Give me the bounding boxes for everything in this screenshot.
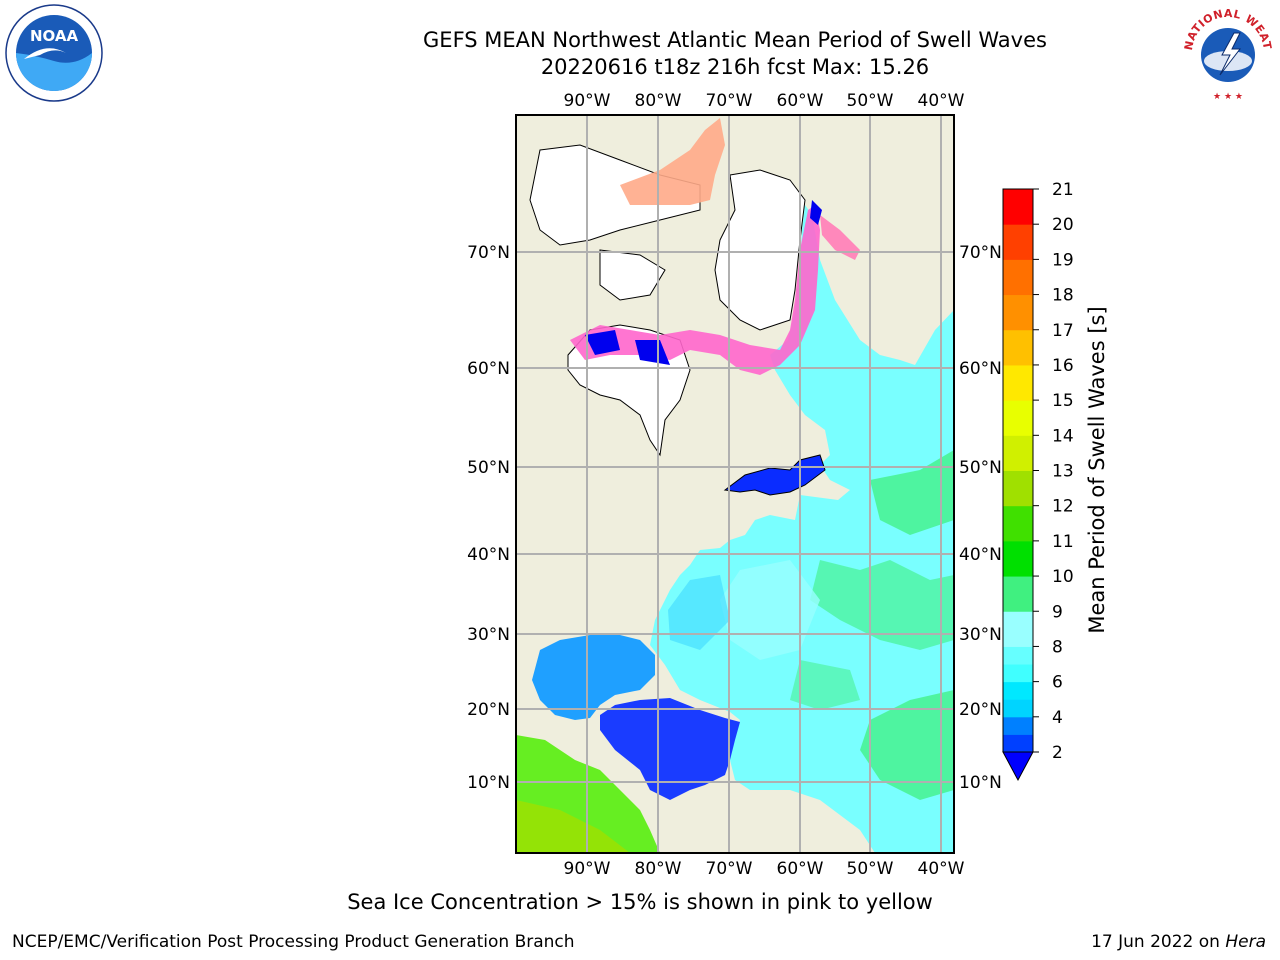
sea-ice-note: Sea Ice Concentration > 15% is shown in …: [347, 890, 933, 914]
lon-label: 50°W: [847, 91, 894, 111]
colorbar-bin: [1003, 646, 1033, 665]
colorbar-bin: [1003, 329, 1033, 366]
lat-label: 40°N: [959, 545, 1002, 565]
colorbar-bin: [1003, 364, 1033, 401]
colorbar-tick-label: 14: [1052, 426, 1074, 446]
lon-label: 90°W: [564, 91, 611, 111]
lon-labels-top: 90°W 80°W 70°W 60°W 50°W 40°W: [564, 91, 965, 111]
lat-label: 20°N: [959, 700, 1002, 720]
lon-label: 90°W: [564, 859, 611, 879]
colorbar-bin: [1003, 294, 1033, 331]
colorbar-bin: [1003, 505, 1033, 542]
colorbar-bin: [1003, 611, 1033, 647]
noaa-logo-text: NOAA: [30, 27, 79, 45]
colorbar-tick-label: 16: [1052, 356, 1074, 376]
lat-label: 60°N: [959, 359, 1002, 379]
lat-labels-right: 70°N 60°N 50°N 40°N 30°N 20°N 10°N: [959, 243, 1002, 793]
lon-label: 40°W: [918, 859, 965, 879]
colorbar-bin: [1003, 734, 1033, 753]
lon-label: 70°W: [706, 859, 753, 879]
colorbar-bin: [1003, 540, 1033, 577]
colorbar-tick-label: 15: [1052, 391, 1074, 411]
lon-label: 40°W: [918, 91, 965, 111]
graticule: [516, 115, 954, 853]
colorbar-tick-label: 10: [1052, 567, 1074, 587]
colorbar-tick-label: 21: [1052, 180, 1074, 200]
lat-label: 60°N: [467, 359, 510, 379]
nws-logo: NATIONAL WEATHER SERVICE ★ ★ ★: [1178, 3, 1276, 102]
colorbar-tick-label: 8: [1052, 637, 1063, 657]
colorbar-bin: [1003, 699, 1033, 718]
colorbar-bin: [1003, 189, 1033, 225]
lat-label: 10°N: [959, 773, 1002, 793]
map-panel: [516, 115, 954, 853]
gulf-of-mexico: [532, 635, 655, 720]
map-subtitle: 20220616 t18z 216h fcst Max: 15.26: [540, 55, 930, 79]
colorbar-tick-label: 6: [1052, 673, 1063, 693]
colorbar-label: Mean Period of Swell Waves [s]: [1085, 306, 1109, 634]
colorbar-bin: [1003, 681, 1033, 700]
lat-label: 50°N: [959, 458, 1002, 478]
baffin-bay: [714, 169, 806, 331]
map-frame: [515, 114, 955, 854]
lon-label: 80°W: [635, 859, 682, 879]
colorbar-tick-label: 20: [1052, 215, 1074, 235]
colorbar-bin: [1003, 435, 1033, 471]
lat-label: 10°N: [467, 773, 510, 793]
sea-ice-region: [570, 205, 820, 375]
colorbar-bin: [1003, 400, 1033, 436]
lon-labels-bottom: 90°W 80°W 70°W 60°W 50°W 40°W: [564, 859, 965, 879]
colorbar-tick-label: 19: [1052, 250, 1074, 270]
colorbar-bin: [1003, 224, 1033, 260]
colorbar-tick-label: 18: [1052, 286, 1074, 306]
lon-label: 70°W: [706, 91, 753, 111]
lat-label: 70°N: [467, 243, 510, 263]
lon-label: 60°W: [777, 91, 824, 111]
lat-labels-left: 70°N 60°N 50°N 40°N 30°N 20°N 10°N: [467, 243, 510, 793]
colorbar-tick-label: 2: [1052, 743, 1063, 763]
colorbar-bin: [1003, 716, 1033, 735]
lat-label: 30°N: [467, 625, 510, 645]
lon-label: 60°W: [777, 859, 824, 879]
colorbar-under-arrow: [1002, 751, 1034, 782]
lat-label: 40°N: [467, 545, 510, 565]
caribbean-sea: [600, 698, 740, 800]
colorbar-bin: [1003, 470, 1033, 507]
footer-credit: NCEP/EMC/Verification Post Processing Pr…: [12, 932, 575, 952]
footer-date-text: 17 Jun 2022 on: [1091, 932, 1226, 952]
colorbar-tick-label: 9: [1052, 602, 1063, 622]
colorbar-bin: [1003, 576, 1033, 612]
colorbar-bin: [1003, 664, 1033, 683]
svg-text:★ ★ ★: ★ ★ ★: [1213, 92, 1243, 102]
colorbar-tick-label: 12: [1052, 497, 1074, 517]
colorbar-tick-label: 13: [1052, 462, 1074, 482]
lon-label: 50°W: [847, 859, 894, 879]
map-title: GEFS MEAN Northwest Atlantic Mean Period…: [423, 28, 1047, 52]
footer-date: 17 Jun 2022 on Hera: [1091, 932, 1266, 952]
colorbar-bin: [1003, 259, 1033, 296]
lat-label: 20°N: [467, 700, 510, 720]
colorbar-tick-label: 17: [1052, 321, 1074, 341]
lat-label: 50°N: [467, 458, 510, 478]
lon-label: 80°W: [635, 91, 682, 111]
colorbar-tick-label: 11: [1052, 532, 1074, 552]
noaa-logo: NOAA: [5, 4, 103, 102]
footer-host: Hera: [1225, 932, 1266, 952]
lat-label: 30°N: [959, 625, 1002, 645]
lat-label: 70°N: [959, 243, 1002, 263]
colorbar-tick-label: 4: [1052, 708, 1063, 728]
colorbar: 2 4 6 8 9 10 11 12 13 14 15 16 17 18 19 20 21: [1002, 180, 1074, 782]
